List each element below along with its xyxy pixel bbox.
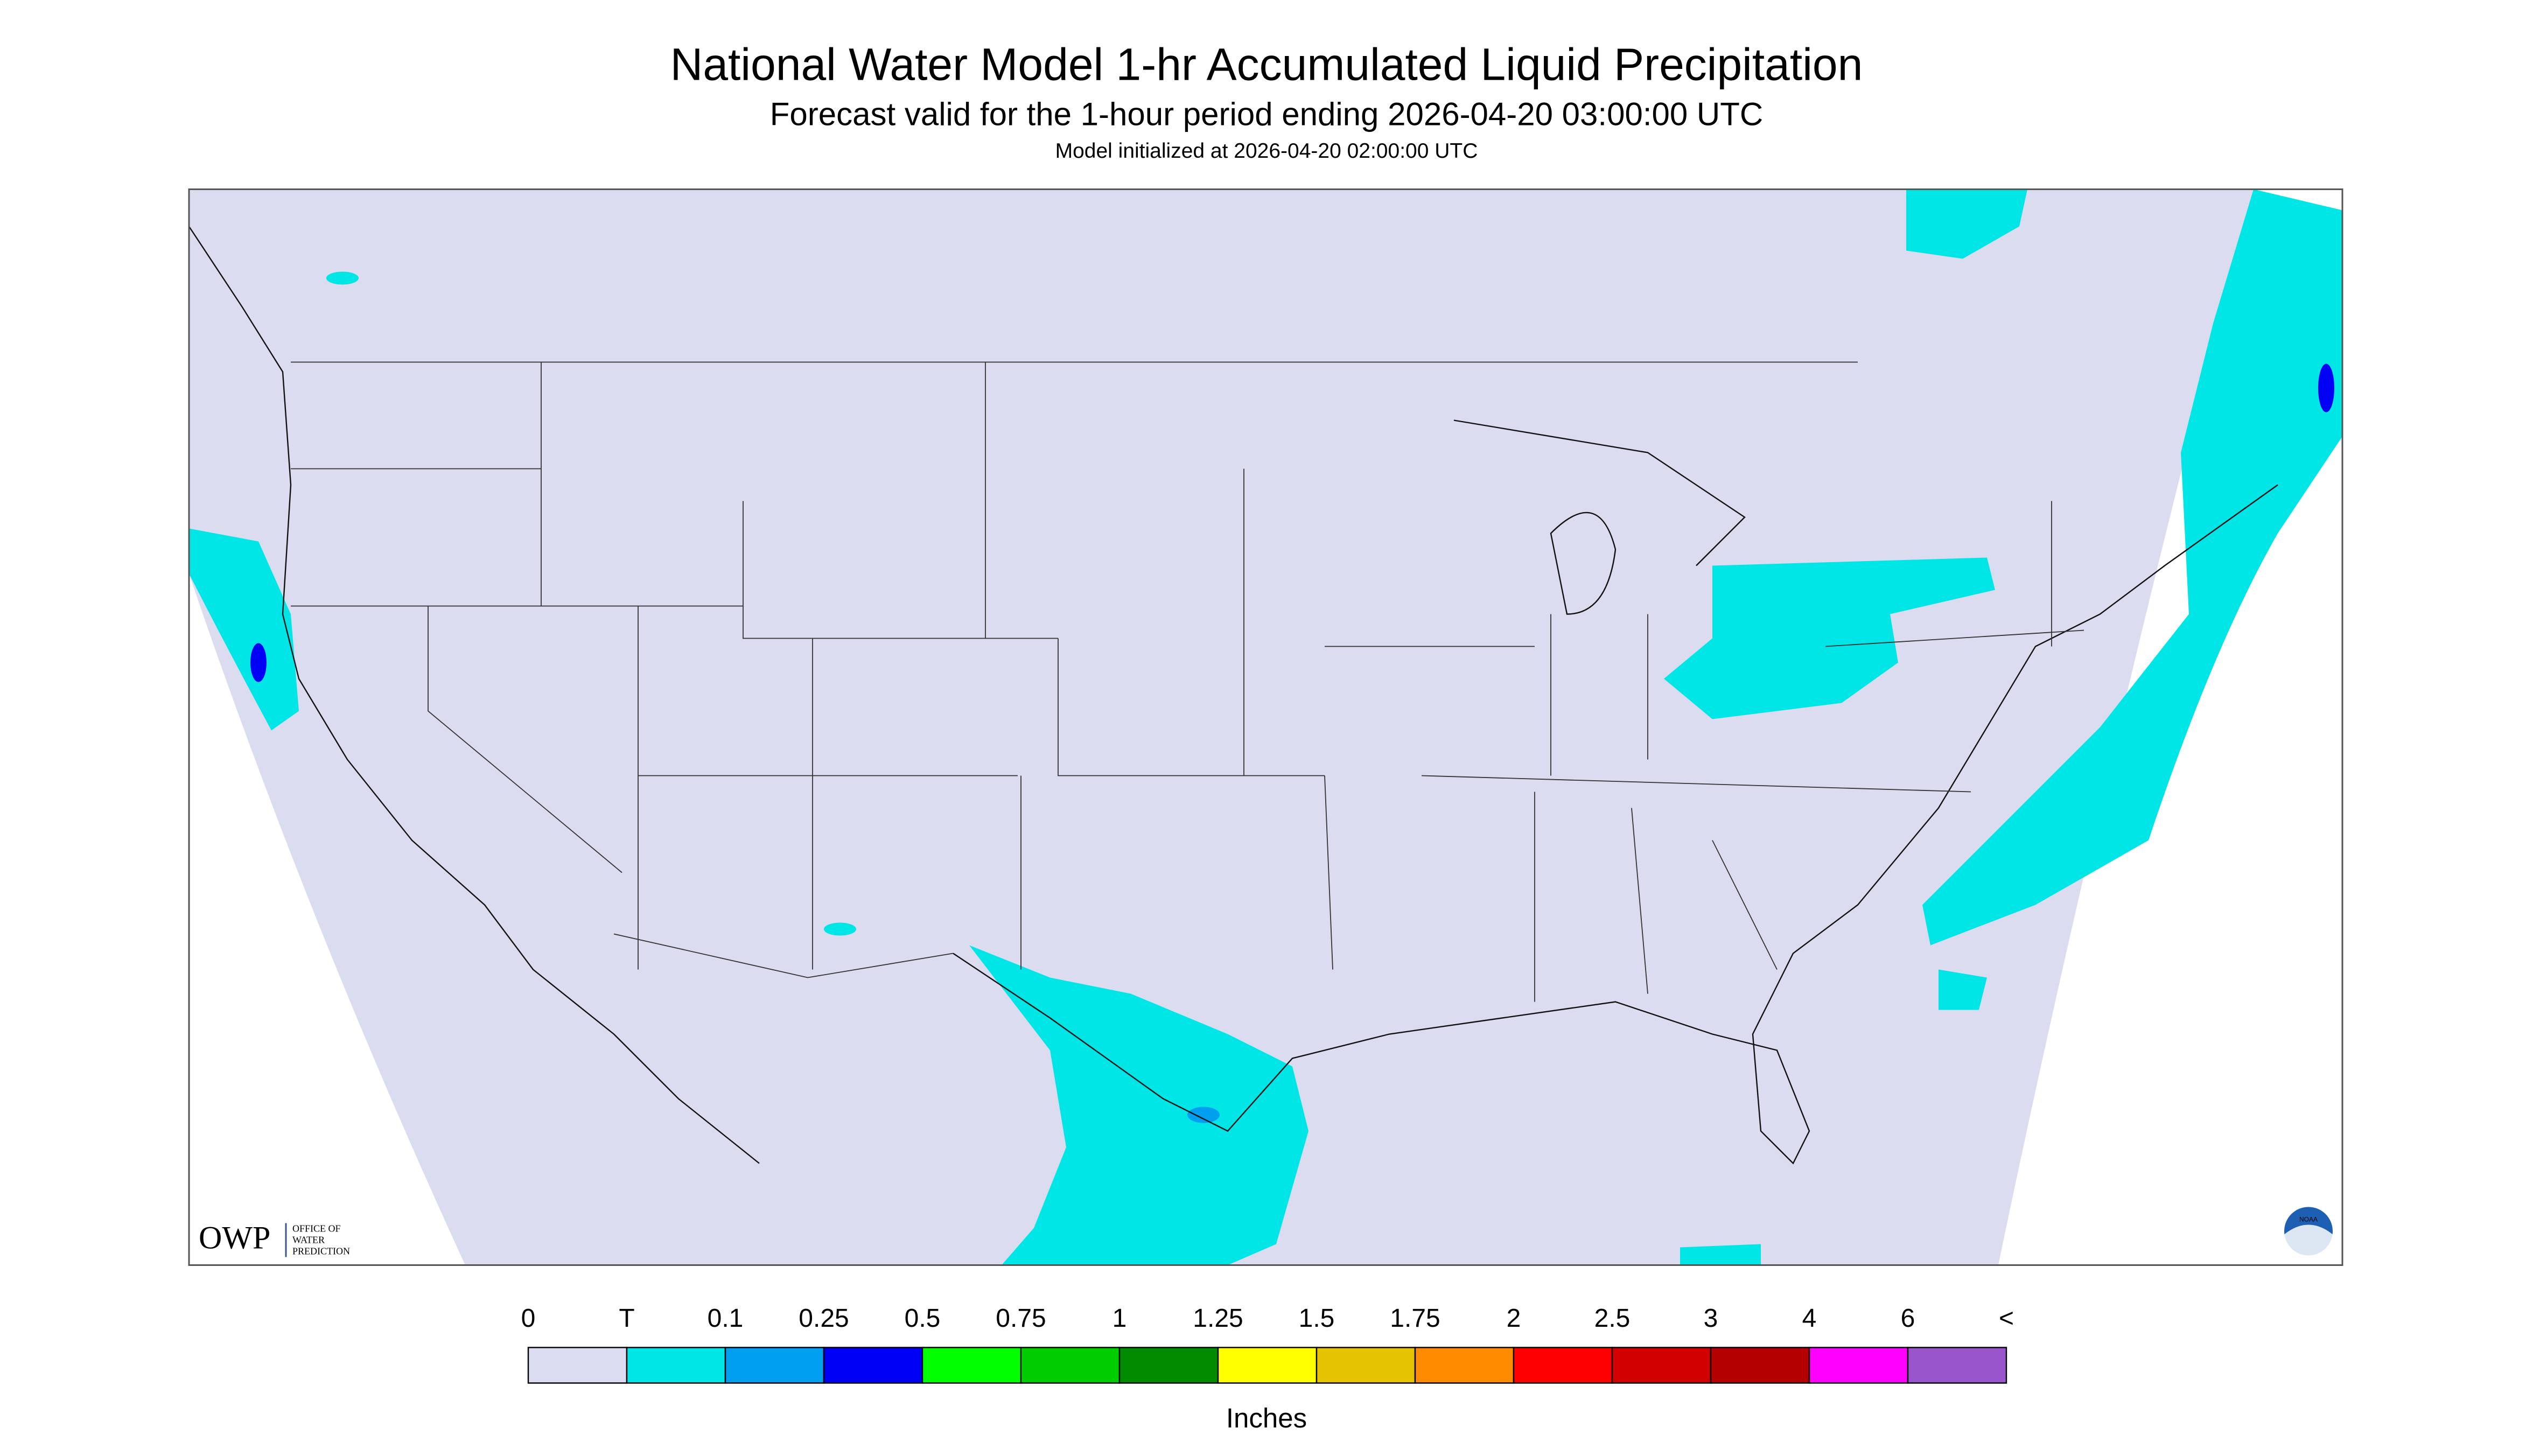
colorbar-swatch xyxy=(1907,1347,2007,1384)
map: OWP OFFICE OF WATER PREDICTION NOAA xyxy=(188,188,2343,1266)
owp-name: OFFICE OF xyxy=(292,1223,341,1234)
init-time: Model initialized at 2026-04-20 02:00:00… xyxy=(1055,139,1478,163)
colorbar-swatch xyxy=(1808,1347,1909,1384)
colorbar-label: 0.1 xyxy=(708,1304,744,1333)
coastline xyxy=(953,484,2278,1165)
colorbar-swatch xyxy=(1414,1347,1515,1384)
noaa-logo-wave xyxy=(2284,1224,2333,1259)
colorbar: 0 T 0.1 0.25 0.5 0.75 1 1.25 1.5 1.75 2 2.5 3 4 6 < xyxy=(521,1304,2014,1384)
colorbar-label: 6 xyxy=(1901,1304,1915,1333)
precip-area xyxy=(969,945,1309,1265)
colorbar-label: 0.5 xyxy=(905,1304,941,1333)
great-lakes xyxy=(1453,419,1746,615)
colorbar-label: 1 xyxy=(1112,1304,1127,1333)
state-lines xyxy=(291,361,2084,1002)
noaa-text: NOAA xyxy=(2299,1216,2318,1223)
coastline xyxy=(188,226,760,1164)
precip-area xyxy=(1187,1107,1220,1123)
precip-area xyxy=(326,271,359,285)
colorbar-label: 0.75 xyxy=(996,1304,1046,1333)
owp-name: PREDICTION xyxy=(292,1246,350,1257)
precip-area xyxy=(1906,189,2027,259)
colorbar-swatch xyxy=(1118,1347,1219,1384)
colorbar-swatch xyxy=(1217,1347,1318,1384)
colorbar-swatch xyxy=(1513,1347,1613,1384)
colorbar-swatch xyxy=(724,1347,825,1384)
colorbar-units: Inches xyxy=(1226,1403,1307,1433)
colorbar-swatch xyxy=(1611,1347,1712,1384)
colorbar-swatch xyxy=(823,1347,923,1384)
precip-area xyxy=(1664,557,1995,719)
precip-area xyxy=(1939,969,1987,1010)
colorbar-label: T xyxy=(619,1304,634,1333)
precip-area xyxy=(1922,189,2342,946)
colorbar-label: 3 xyxy=(1704,1304,1718,1333)
colorbar-label: 2.5 xyxy=(1594,1304,1631,1333)
map-frame xyxy=(188,188,2343,1266)
title: National Water Model 1-hr Accumulated Li… xyxy=(670,39,1863,90)
precip-area xyxy=(2318,363,2334,412)
colorbar-swatch xyxy=(527,1347,628,1384)
colorbar-swatch xyxy=(626,1347,726,1384)
colorbar-label: 1.25 xyxy=(1193,1304,1243,1333)
colorbar-swatch xyxy=(1710,1347,1810,1384)
owp-logo: OWP xyxy=(199,1220,270,1255)
colorbar-label: < xyxy=(1999,1304,2014,1333)
precip-area xyxy=(824,922,856,936)
colorbar-label: 2 xyxy=(1507,1304,1521,1333)
colorbar-label: 0 xyxy=(521,1304,536,1333)
boundaries xyxy=(188,226,2278,1165)
domain xyxy=(189,189,2254,1265)
colorbar-swatch xyxy=(1316,1347,1416,1384)
colorbar-label: 0.25 xyxy=(799,1304,849,1333)
precip-area xyxy=(189,528,299,731)
precip xyxy=(189,189,2342,1265)
precip-area xyxy=(250,643,267,682)
colorbar-label: 4 xyxy=(1802,1304,1817,1333)
subtitle: Forecast valid for the 1-hour period end… xyxy=(770,96,1763,132)
colorbar-label: 1.75 xyxy=(1390,1304,1440,1333)
colorbar-label: 1.5 xyxy=(1299,1304,1335,1333)
owp-name: WATER xyxy=(292,1235,325,1245)
precip-area xyxy=(1680,1244,1761,1265)
colorbar-swatch xyxy=(1020,1347,1121,1384)
colorbar-swatch xyxy=(921,1347,1022,1384)
